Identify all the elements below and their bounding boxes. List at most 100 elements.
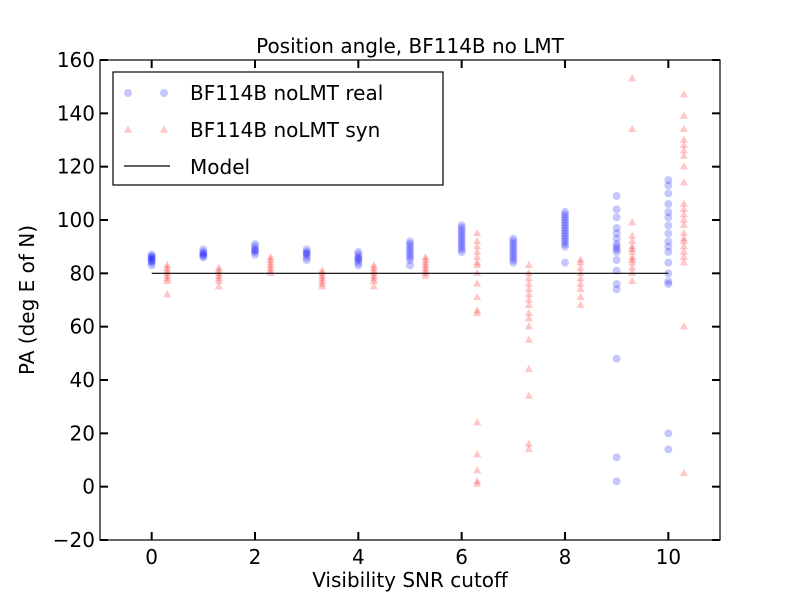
y-tick-label: 20 [70,421,95,445]
syn-point [679,90,688,98]
syn-point [473,476,482,485]
y-tick-label: 120 [57,155,95,179]
syn-point [266,252,275,261]
real-point [561,258,569,267]
syn-point [524,260,533,269]
real-point [354,253,363,262]
syn-point [679,252,688,261]
real-point [147,254,156,263]
syn-point [266,266,275,274]
axis-ticks: 0 2 4 6 8 10 −20 0 20 40 60 80 100 120 140 160 [53,48,720,569]
syn-point [524,322,533,330]
real-point [612,280,621,288]
real-point [406,256,414,264]
syn-point [679,199,688,207]
legend-marker-real [160,89,168,97]
syn-point [628,74,637,82]
syn-point [163,268,172,277]
syn-point [421,260,430,269]
syn-point [369,276,378,285]
real-point [354,258,363,267]
real-point [302,249,311,258]
real-point [612,234,621,243]
syn-point [369,274,378,282]
plot-frame [99,59,721,541]
real-point [199,249,208,258]
real-point [147,257,156,266]
real-point [664,208,673,216]
x-tick-label: 4 [352,545,365,569]
syn-point [473,252,482,261]
real-point [664,200,673,208]
real-point [147,261,156,270]
real-point [509,234,518,243]
real-point [664,280,673,288]
syn-point [369,268,378,277]
syn-point [679,247,688,255]
syn-point [576,274,585,282]
syn-point [473,228,482,237]
real-point [561,226,569,235]
y-tick-label: 60 [70,315,95,339]
real-point [561,218,569,227]
real-point [457,229,466,238]
real-point [509,237,518,246]
real-point [664,229,673,238]
syn-point [214,274,223,282]
real-point [561,213,569,222]
syn-point [679,178,688,186]
syn-point [369,271,378,279]
real-point [509,250,518,259]
syn-point [369,266,378,274]
real-point [509,256,518,264]
real-point [561,208,569,216]
syn-point [473,418,482,426]
syn-point [473,306,482,314]
syn-point [473,247,482,255]
syn-point [628,244,637,253]
syn-point [679,146,688,154]
y-tick-label: 0 [82,475,95,499]
real-point [406,245,414,254]
syn-point [421,263,430,271]
legend-label-model: Model [190,155,250,179]
syn-point [679,151,688,159]
real-point [561,234,569,243]
syn-point [628,268,637,277]
syn-point [266,260,275,269]
real-point [147,253,156,262]
syn-point [524,335,533,343]
real-point [664,181,673,190]
syn-point [214,271,223,279]
syn-point [421,266,430,274]
x-tick-label: 6 [455,545,468,569]
real-point [406,242,414,251]
syn-point [679,124,688,133]
real-point [612,229,621,238]
syn-point [679,204,688,213]
real-point [561,232,569,240]
syn-point [318,266,327,274]
syn-point [369,263,378,271]
syn-point [628,258,637,266]
real-point [612,248,621,256]
real-point [199,248,208,256]
syn-point [266,258,275,266]
syn-point [576,292,585,301]
syn-point [214,276,223,285]
legend: BF114B noLMT real BF114B noLMT syn Model [112,71,444,186]
real-point [561,216,569,224]
real-point [612,285,621,294]
syn-point [628,242,637,250]
x-tick-label: 2 [249,545,262,569]
real-point [457,242,466,251]
syn-point [576,255,585,263]
real-point [302,248,311,256]
syn-point [524,364,533,373]
real-point [354,261,363,270]
syn-point [628,218,637,226]
real-point [509,245,518,254]
real-point [664,237,673,246]
real-point [664,176,673,184]
syn-point [628,252,637,261]
